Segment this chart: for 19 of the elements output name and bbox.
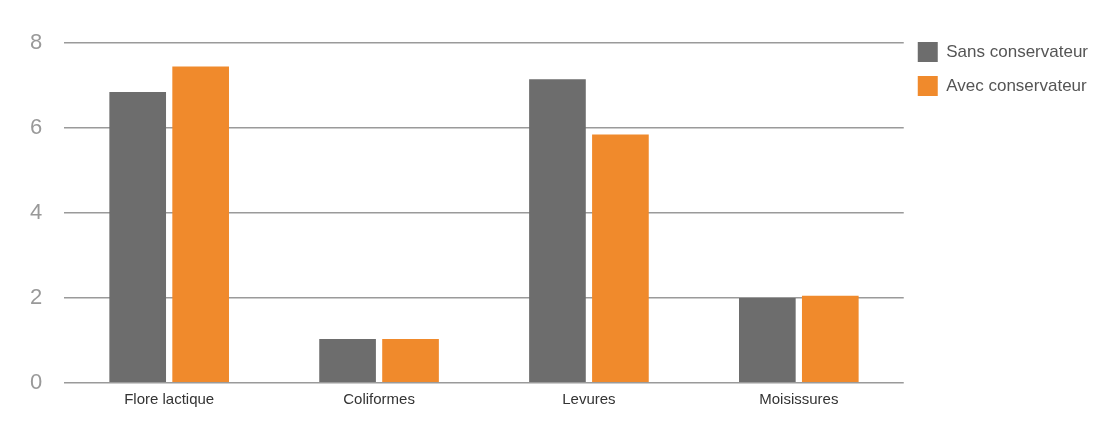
x-tick-label: Moisissures [759, 389, 839, 407]
y-tick-label: 8 [29, 29, 43, 55]
y-tick-label: 4 [29, 199, 43, 225]
bar [529, 79, 586, 383]
y-tick-label: 2 [29, 283, 43, 309]
bar [382, 339, 439, 383]
y-tick-label: 0 [29, 368, 43, 394]
y-tick-label: 6 [29, 114, 43, 140]
legend-label: Avec conservateur [946, 75, 1088, 95]
bar [109, 92, 167, 383]
legend-label: Sans conservateur [946, 41, 1089, 61]
x-tick-label: Coliformes [343, 389, 415, 407]
bar [319, 339, 376, 383]
x-tick-label: Flore lactique [124, 389, 215, 407]
bar [172, 66, 229, 383]
x-tick-label: Levures [562, 389, 616, 407]
bar [801, 295, 859, 383]
bar [739, 297, 796, 383]
bar [592, 134, 649, 383]
